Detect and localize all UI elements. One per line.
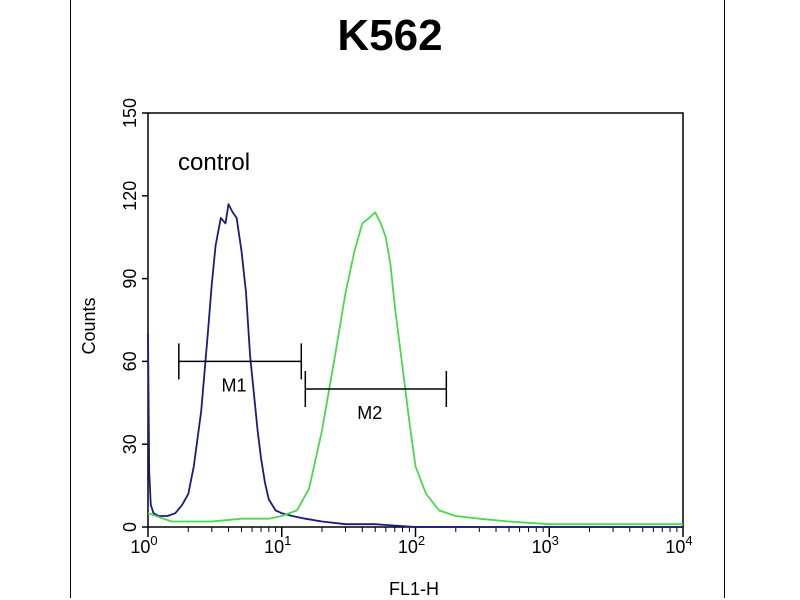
x-tick-label: 101: [264, 533, 291, 557]
marker-label-m2: M2: [357, 403, 382, 423]
y-tick-label: 90: [120, 269, 140, 289]
series-line-2: [147, 211, 683, 526]
figure-frame: [70, 0, 725, 598]
y-tick-label: 30: [120, 434, 140, 454]
control-annotation: control: [178, 149, 250, 176]
x-tick-label: 102: [398, 533, 425, 557]
y-tick-label: 150: [120, 98, 140, 128]
series-line-1: [147, 203, 683, 528]
y-tick-label: 120: [120, 181, 140, 211]
x-tick-label: 104: [665, 533, 692, 557]
y-tick-label: 0: [120, 522, 140, 532]
x-tick-label: 100: [130, 533, 157, 557]
chart-title: K562: [337, 11, 442, 60]
x-tick-label: 103: [532, 533, 559, 557]
plot-area: 0 30 60 90 120 150 100 101 102 103 104 M1 M2: [120, 98, 693, 557]
marker-label-m1: M1: [222, 375, 247, 395]
y-tick-label: 60: [120, 351, 140, 371]
x-axis-label: FL1-H: [389, 579, 439, 599]
y-axis-label: Counts: [79, 297, 99, 354]
